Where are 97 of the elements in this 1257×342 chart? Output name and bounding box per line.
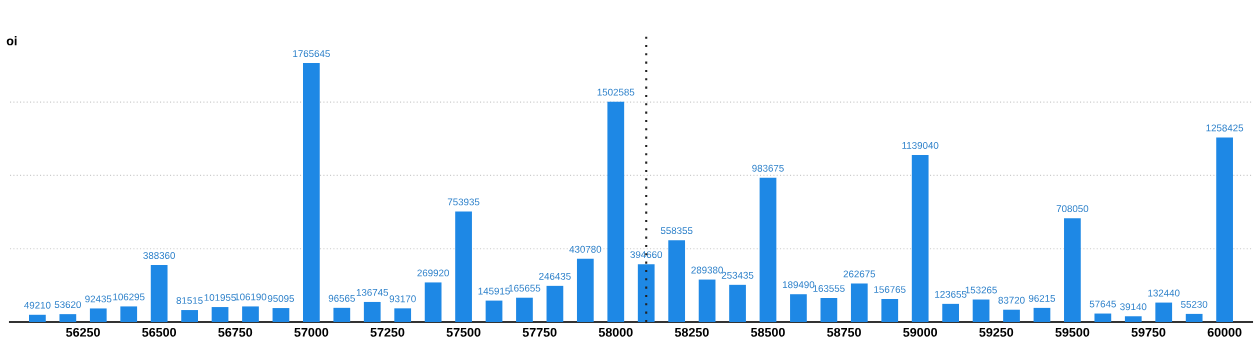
data-label: 92435: [85, 295, 112, 303]
x-tick-label: 58750: [827, 327, 861, 337]
data-label: 289380: [691, 266, 723, 274]
data-label: 49210: [24, 301, 51, 309]
data-label: 93170: [389, 295, 416, 303]
data-label: 394660: [630, 251, 663, 259]
bar: [333, 307, 351, 322]
bar: [637, 264, 655, 322]
data-label: 132440: [1148, 289, 1180, 297]
bar: [485, 300, 503, 322]
bar: [1124, 316, 1142, 322]
bar: [394, 308, 412, 322]
bar: [1094, 313, 1112, 322]
x-tick-label: 57250: [370, 327, 405, 337]
data-label: 136745: [356, 288, 389, 296]
x-tick-label: 56500: [142, 327, 177, 337]
x-tick-label: 57000: [294, 327, 329, 337]
bar: [363, 301, 381, 322]
data-label: 53620: [54, 301, 81, 309]
data-label: 95095: [267, 295, 295, 302]
bar: [850, 283, 868, 322]
bar: [242, 306, 259, 322]
bar: [668, 240, 686, 322]
data-label: 96565: [328, 294, 355, 302]
bar: [1216, 137, 1233, 322]
bar: [576, 258, 594, 322]
data-label: 83720: [998, 296, 1025, 304]
data-label: 430780: [569, 245, 602, 253]
bar: [911, 154, 929, 322]
data-label: 81515: [176, 297, 203, 304]
data-label: 189490: [782, 281, 815, 289]
data-label: 708050: [1056, 205, 1089, 213]
data-label: 55230: [1181, 300, 1208, 308]
x-tick-label: 56250: [66, 327, 100, 337]
bar: [120, 306, 138, 322]
bar: [881, 299, 899, 322]
data-label: 153265: [965, 286, 997, 294]
bar: [29, 314, 46, 322]
x-tick-label: 57750: [522, 327, 557, 337]
x-tick-label: 59750: [1131, 327, 1166, 337]
bar: [942, 303, 959, 322]
x-tick-label: 57500: [446, 327, 481, 337]
data-label: 39140: [1120, 303, 1147, 311]
bar: [181, 310, 198, 322]
data-label: 983675: [752, 164, 784, 172]
data-label: 1765645: [293, 50, 330, 58]
data-label: 558355: [660, 227, 693, 235]
bar: [729, 284, 746, 322]
x-tick-label: 59000: [903, 327, 938, 337]
x-tick-label: 58250: [674, 327, 709, 337]
y-axis-title: oi: [6, 36, 17, 46]
data-label: 253435: [721, 271, 754, 279]
x-tick-label: 56750: [218, 327, 253, 337]
bar: [1185, 313, 1203, 322]
bar: [698, 279, 716, 322]
data-label: 156765: [874, 286, 906, 293]
bar: [150, 265, 168, 322]
data-label: 96215: [1028, 294, 1056, 302]
bar: [1064, 218, 1081, 322]
x-tick-label: 58000: [598, 327, 633, 337]
bar: [516, 297, 533, 322]
bar: [759, 177, 777, 322]
bar: [790, 294, 807, 322]
x-tick-label: 58500: [750, 327, 785, 337]
bar: [211, 307, 229, 322]
bar: [1003, 309, 1020, 322]
data-label: 106295: [113, 293, 145, 301]
data-label: 262675: [843, 270, 876, 278]
bar: [89, 308, 107, 322]
x-tick-label: 59250: [979, 327, 1014, 337]
bar: [272, 308, 290, 322]
bar: [546, 285, 564, 322]
data-label: 388360: [143, 252, 175, 259]
bar: [1033, 307, 1051, 322]
data-label: 246435: [539, 272, 571, 280]
x-tick-label: 59500: [1055, 327, 1090, 337]
data-label: 1139040: [902, 142, 939, 149]
bar: [820, 298, 838, 322]
data-label: 163555: [813, 285, 845, 292]
data-label: 101955: [204, 294, 236, 301]
data-label: 269920: [417, 269, 449, 277]
data-label: 1502585: [597, 88, 635, 96]
bar: [972, 299, 990, 322]
bar: [607, 101, 625, 322]
bar: [424, 282, 442, 322]
data-label: 106190: [235, 293, 267, 301]
data-label: 1258425: [1206, 124, 1244, 132]
x-tick-label: 60000: [1207, 327, 1242, 337]
bar: [303, 63, 320, 322]
data-label: 145915: [478, 287, 510, 295]
data-label: 753935: [447, 198, 480, 206]
bar: [455, 211, 472, 322]
data-label: 123655: [935, 290, 967, 298]
bar: [59, 314, 77, 322]
data-label: 57645: [1089, 300, 1116, 308]
data-label: 165655: [508, 284, 541, 292]
bar: [1155, 302, 1173, 322]
